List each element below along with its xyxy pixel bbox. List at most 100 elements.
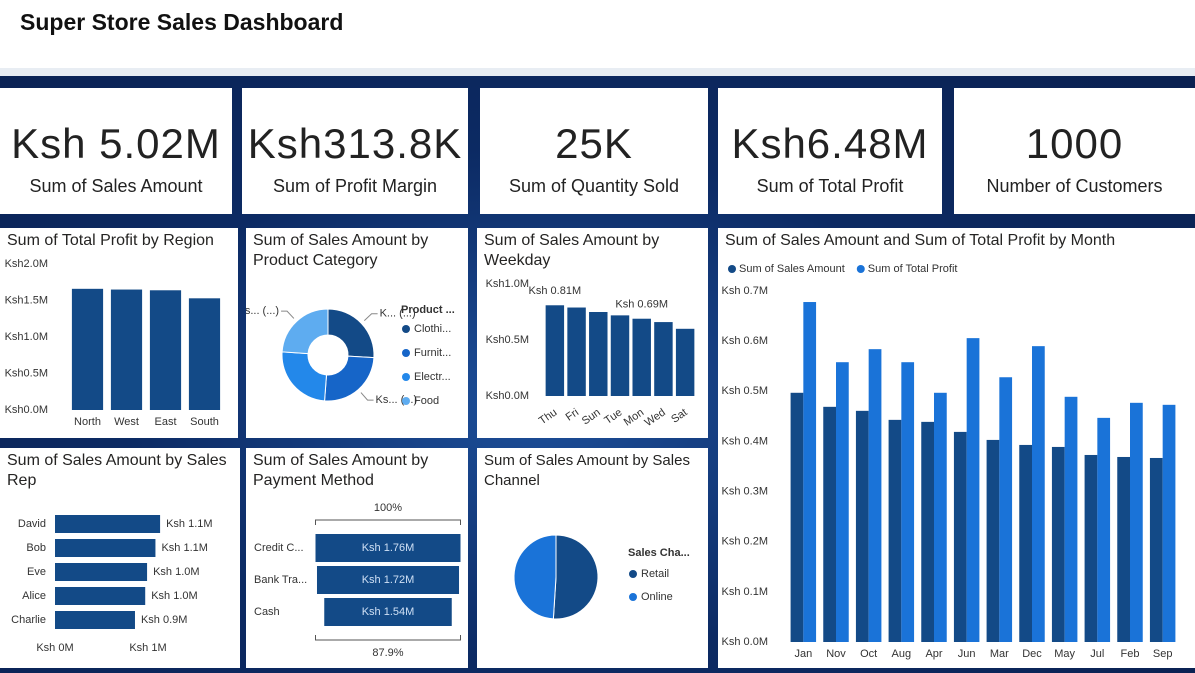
chart-panel: Ksh 0M Ksh 1M David Ksh 1.1M Bob Ksh 1.1M Eve K…: [0, 448, 240, 668]
chart-title: Sum of Sales Amount by Sales Rep: [7, 452, 227, 489]
legend-label: Online: [641, 591, 673, 603]
kpi-card: Ksh 5.02M Sum of Sales Amount: [0, 88, 232, 214]
kpi-card: Ksh6.48M Sum of Total Profit: [718, 88, 942, 214]
x-tick-label: Tue: [602, 406, 624, 426]
y-tick-label: Ksh2.0M: [5, 258, 48, 270]
category-label: Cash: [254, 606, 280, 618]
chart-panel: Ksh0.0M Ksh0.5M Ksh1.0M Ksh1.5M Ksh2.0M North…: [0, 228, 238, 438]
chart: K... (...) Ks... (...) Ks... (...) Product …: [246, 304, 455, 407]
kpi-value: Ksh313.8K: [247, 120, 463, 167]
slice: [552, 534, 599, 620]
bar: [790, 392, 804, 642]
legend-marker: [629, 593, 637, 601]
bar: [803, 302, 817, 642]
bar: [589, 312, 608, 396]
bar: [71, 288, 104, 410]
bracket: [315, 635, 461, 641]
bar: [55, 611, 135, 629]
bar: [1162, 404, 1176, 642]
kpi-value: Ksh 5.02M: [11, 120, 221, 167]
bar: [55, 587, 146, 605]
legend-title: Product ...: [401, 304, 455, 316]
bar: [1084, 454, 1098, 642]
bar: [149, 290, 182, 410]
bar: [654, 322, 673, 396]
bar: [55, 515, 161, 533]
y-tick-label: Ksh0.5M: [5, 367, 48, 379]
legend-marker: [402, 373, 410, 381]
chart-panel: Ksh0.0M Ksh0.5M Ksh1.0M Thu Ksh 0.81M Fri Sun T…: [477, 228, 708, 438]
data-label: Ksh 0.81M: [529, 285, 582, 297]
bar: [188, 298, 221, 410]
legend-title: Sales Cha...: [628, 547, 690, 559]
bar: [1149, 457, 1163, 642]
chart-title: Sum of Total Profit by Region: [7, 232, 214, 249]
x-tick-label: Apr: [925, 648, 942, 660]
y-tick-label: Ksh1.5M: [5, 294, 48, 306]
y-tick-label: Ksh0.0M: [5, 404, 48, 416]
leader-line: [363, 313, 378, 322]
legend-label: Sum of Total Profit: [868, 263, 958, 275]
chart-panel: Sales Cha... Retail Online Sum of Sales Amo…: [477, 448, 708, 668]
data-label: Ks... (...): [376, 394, 418, 406]
category-label: Bank Tra...: [254, 574, 307, 586]
legend-marker: [402, 397, 410, 405]
chart-panel: 100% 87.9% Credit C... Ksh 1.76M Bank Tra...…: [246, 448, 468, 668]
bar: [1064, 396, 1078, 642]
chart-panel: Ksh 0.0M Ksh 0.1M Ksh 0.2M Ksh 0.3M Ksh 0.4M…: [718, 228, 1195, 668]
funnel-top-label: 100%: [374, 502, 402, 514]
legend-marker: [402, 325, 410, 333]
x-tick-label: Sat: [669, 406, 689, 425]
bar: [1117, 456, 1130, 642]
bar: [836, 362, 849, 642]
chart-title: Sum of Sales Amount by Payment Method: [253, 452, 429, 489]
bar: [1019, 444, 1032, 642]
x-tick-label: Mon: [622, 406, 646, 428]
bar: [1097, 417, 1111, 642]
bracket: [315, 519, 461, 525]
y-tick-label: Ksh1.0M: [486, 278, 529, 290]
slice: [513, 534, 557, 620]
y-tick-label: Alice: [22, 590, 46, 602]
chart: Ksh0.0M Ksh0.5M Ksh1.0M Ksh1.5M Ksh2.0M North…: [5, 258, 221, 428]
legend-marker: [856, 265, 865, 273]
legend-label: Clothi...: [414, 323, 451, 335]
x-tick-label: South: [190, 416, 219, 428]
data-label: K... (...): [380, 308, 416, 320]
kpi-value: Ksh6.48M: [731, 120, 929, 167]
kpi-card: Ksh313.8K Sum of Profit Margin: [242, 88, 468, 214]
bar: [1032, 346, 1045, 642]
bar: [888, 419, 902, 642]
y-tick-label: Ksh 0.6M: [722, 335, 768, 347]
x-tick-label: Feb: [1121, 648, 1140, 660]
data-label: Ksh 1.72M: [362, 574, 415, 586]
y-tick-label: Ksh 0.1M: [722, 586, 768, 598]
bar: [1130, 402, 1143, 642]
funnel-bar: [315, 534, 461, 562]
bar: [868, 349, 882, 642]
x-tick-label: Dec: [1022, 648, 1042, 660]
legend-label: Sum of Sales Amount: [739, 263, 845, 275]
page-title: Super Store Sales Dashboard: [20, 9, 344, 35]
header: Super Store Sales Dashboard: [0, 0, 1195, 68]
y-tick-label: Ksh0.5M: [486, 334, 529, 346]
bar: [110, 289, 143, 410]
data-label: Ksh 1.1M: [166, 518, 212, 530]
header-band: [0, 68, 1195, 76]
slice: [327, 308, 375, 359]
bar: [934, 392, 947, 642]
kpi-label: Sum of Sales Amount: [29, 176, 203, 196]
x-tick-label: Ksh 0M: [36, 642, 73, 654]
bar: [545, 305, 565, 396]
chart: Ksh 0M Ksh 1M David Ksh 1.1M Bob Ksh 1.1M Eve K…: [11, 515, 213, 654]
y-tick-label: Ksh 0.7M: [722, 285, 768, 297]
bar: [55, 539, 156, 557]
slice: [281, 308, 329, 355]
chart: 100% 87.9% Credit C... Ksh 1.76M Bank Tra...…: [254, 502, 461, 659]
kpi-value: 25K: [555, 120, 633, 167]
bar: [610, 315, 630, 396]
bar: [823, 406, 836, 642]
legend-label: Furnit...: [414, 347, 451, 359]
bar: [855, 410, 869, 642]
